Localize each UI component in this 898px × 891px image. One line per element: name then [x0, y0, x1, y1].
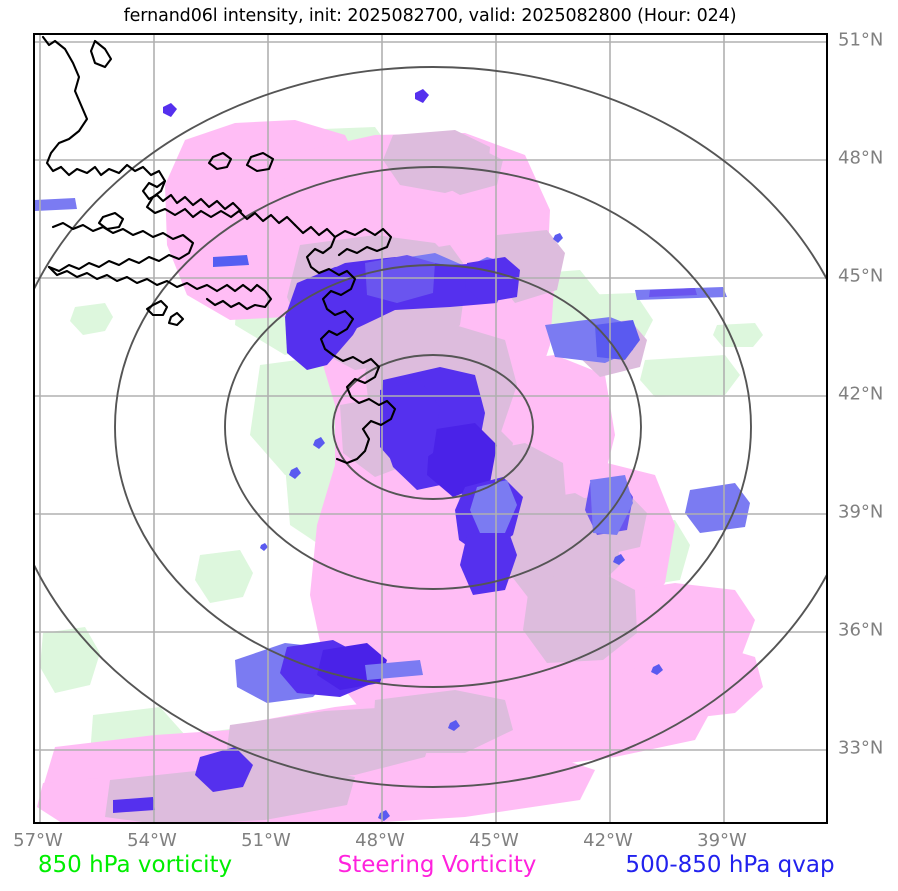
- legend-item-steering-vorticity: Steering Vorticity: [337, 852, 537, 878]
- legend-item-850hpa-vorticity: 850 hPa vorticity: [37, 852, 233, 878]
- x-tick-51w: 51°W: [241, 830, 291, 851]
- x-tick-45w: 45°W: [469, 830, 519, 851]
- y-tick-45n: 45°N: [838, 265, 884, 287]
- x-tick-42w: 42°W: [583, 830, 633, 851]
- coastline-layer: [41, 35, 397, 465]
- map-gridlines: [35, 35, 826, 822]
- y-tick-39n: 39°N: [838, 501, 884, 523]
- y-tick-42n: 42°N: [838, 383, 884, 405]
- x-tick-39w: 39°W: [697, 830, 747, 851]
- x-tick-48w: 48°W: [355, 830, 405, 851]
- legend-item-500-850hpa-qvap: 500-850 hPa qvap: [625, 852, 835, 878]
- y-tick-36n: 36°N: [838, 619, 884, 641]
- y-tick-51n: 51°N: [838, 29, 884, 51]
- map-plot-area[interactable]: [33, 33, 828, 824]
- x-tick-54w: 54°W: [127, 830, 177, 851]
- x-tick-57w: 57°W: [13, 830, 63, 851]
- legend: 850 hPa vorticity Steering Vorticity 500…: [0, 852, 898, 886]
- y-tick-33n: 33°N: [838, 737, 884, 759]
- page-title: fernand06l intensity, init: 2025082700, …: [123, 6, 737, 26]
- map-canvas: [35, 35, 826, 822]
- intensity-contour-rings: [35, 66, 826, 788]
- y-tick-48n: 48°N: [838, 147, 884, 169]
